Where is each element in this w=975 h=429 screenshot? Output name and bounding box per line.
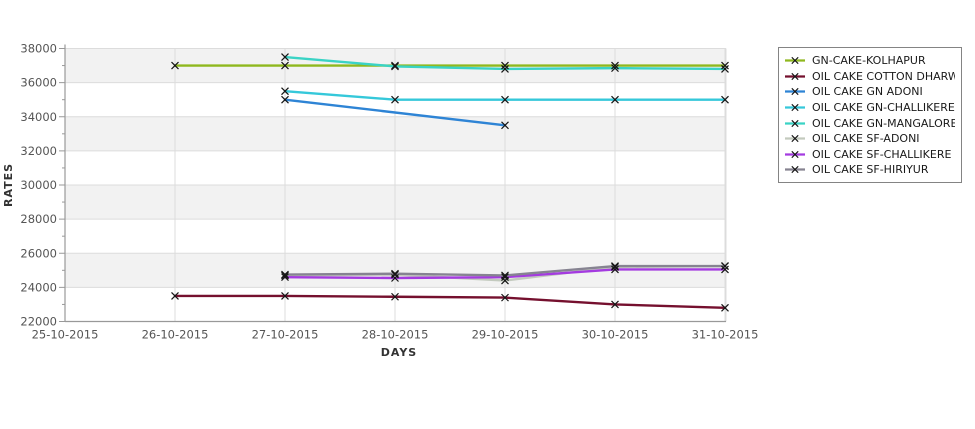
- x-marker: [611, 265, 619, 274]
- legend-label: OIL CAKE SF-CHALLIKERE: [812, 147, 952, 161]
- x-marker: [791, 57, 799, 65]
- legend-item-oil-cake-gn-challikere[interactable]: OIL CAKE GN-CHALLIKERE: [785, 100, 955, 116]
- series-x-markers: [171, 53, 729, 312]
- x-marker: [721, 61, 729, 70]
- y-tick-label: 38000: [20, 42, 57, 56]
- x-marker: [281, 273, 289, 282]
- legend-item-oil-cake-cotton-dharwad[interactable]: OIL CAKE COTTON DHARWAD: [785, 69, 955, 85]
- x-marker: [171, 291, 179, 300]
- series-line-marker-icon: [785, 150, 805, 158]
- x-marker: [281, 271, 289, 280]
- x-marker: [501, 121, 509, 130]
- x-marker: [391, 270, 399, 279]
- y-axis-title: RATES: [2, 163, 15, 207]
- legend-item-oil-cake-gn-adoni[interactable]: OIL CAKE GN ADONI: [785, 84, 955, 100]
- x-marker: [171, 61, 179, 70]
- legend-label: OIL CAKE COTTON DHARWAD: [812, 69, 955, 83]
- x-tick-label: 28-10-2015: [362, 328, 429, 342]
- y-tick-label: 30000: [20, 178, 57, 192]
- x-marker: [791, 150, 799, 158]
- y-tick-label: 22000: [20, 315, 57, 329]
- y-tick-label: 34000: [20, 110, 57, 124]
- x-marker: [281, 87, 289, 96]
- series-line-marker-icon: [785, 88, 805, 96]
- x-marker: [391, 62, 399, 71]
- x-marker: [791, 88, 799, 96]
- y-tick-label: 24000: [20, 280, 57, 294]
- x-marker: [721, 65, 729, 73]
- legend-item-oil-cake-gn-mangalore[interactable]: OIL CAKE GN-MANGALORE: [785, 115, 955, 131]
- series-line-marker-icon: [785, 166, 805, 174]
- y-tick-label: 36000: [20, 76, 57, 90]
- x-marker: [791, 72, 799, 80]
- x-tick-label: 25-10-2015: [32, 328, 99, 342]
- x-marker: [611, 61, 619, 70]
- x-marker: [721, 265, 729, 274]
- series-line-marker-icon: [785, 57, 805, 65]
- series-line-marker-icon: [785, 135, 805, 143]
- legend-item-gn-cake-kolhapur[interactable]: GN-CAKE-KOLHAPUR: [785, 53, 955, 69]
- x-marker: [501, 95, 509, 104]
- x-marker: [791, 119, 799, 127]
- legend-label: OIL CAKE SF-ADONI: [812, 132, 920, 146]
- series-line-oil-cake-cotton-dharwad: [173, 294, 727, 310]
- x-marker: [391, 61, 399, 70]
- x-marker: [721, 262, 729, 270]
- x-marker: [391, 292, 399, 301]
- series-line-oil-cake-gn-adoni: [283, 98, 507, 127]
- x-axis-title: DAYS: [381, 346, 417, 359]
- x-marker: [281, 291, 289, 300]
- series-line-marker-icon: [785, 119, 805, 127]
- legend-label: OIL CAKE GN-MANGALORE: [812, 116, 955, 130]
- y-tick-label: 26000: [20, 246, 57, 260]
- x-tick-label: 26-10-2015: [142, 328, 209, 342]
- x-marker: [501, 271, 509, 280]
- x-marker: [791, 103, 799, 112]
- legend-label: OIL CAKE GN ADONI: [812, 85, 923, 99]
- legend-label: OIL CAKE SF-HIRIYUR: [812, 163, 929, 177]
- axis-ticks: [59, 48, 65, 322]
- series-line-marker-icon: [785, 72, 805, 80]
- x-marker: [281, 61, 289, 70]
- x-marker: [501, 273, 509, 282]
- legend-label: GN-CAKE-KOLHAPUR: [812, 54, 926, 68]
- legend-label: OIL CAKE GN-CHALLIKERE: [812, 101, 955, 115]
- axis-tick-labels: 38000 36000 34000 32000 30000 28000 26000 24000…: [20, 42, 758, 342]
- x-marker: [501, 61, 509, 70]
- y-tick-label: 28000: [20, 212, 57, 226]
- legend-item-oil-cake-sf-adoni[interactable]: OIL CAKE SF-ADONI: [785, 131, 955, 147]
- x-tick-label: 29-10-2015: [472, 328, 539, 342]
- x-marker: [281, 95, 289, 104]
- x-marker: [501, 65, 509, 73]
- x-marker: [281, 270, 289, 279]
- y-tick-label: 32000: [20, 144, 57, 158]
- x-marker: [611, 95, 619, 104]
- x-marker: [611, 64, 619, 73]
- x-marker: [721, 303, 729, 312]
- x-marker: [791, 166, 799, 174]
- x-marker: [281, 53, 289, 61]
- x-marker: [721, 95, 729, 104]
- x-marker: [791, 135, 799, 143]
- x-marker: [501, 293, 509, 302]
- axes: [64, 44, 726, 323]
- x-marker: [611, 262, 619, 271]
- x-marker: [391, 95, 399, 104]
- x-marker: [611, 300, 619, 309]
- x-tick-label: 31-10-2015: [692, 328, 759, 342]
- legend-item-oil-cake-sf-hiriyur[interactable]: OIL CAKE SF-HIRIYUR: [785, 162, 955, 178]
- x-marker: [391, 269, 399, 278]
- x-marker: [611, 262, 619, 270]
- x-tick-label: 30-10-2015: [582, 328, 649, 342]
- series-line-marker-icon: [785, 103, 805, 112]
- x-tick-label: 27-10-2015: [252, 328, 319, 342]
- legend-item-oil-cake-sf-challikere[interactable]: OIL CAKE SF-CHALLIKERE: [785, 147, 955, 163]
